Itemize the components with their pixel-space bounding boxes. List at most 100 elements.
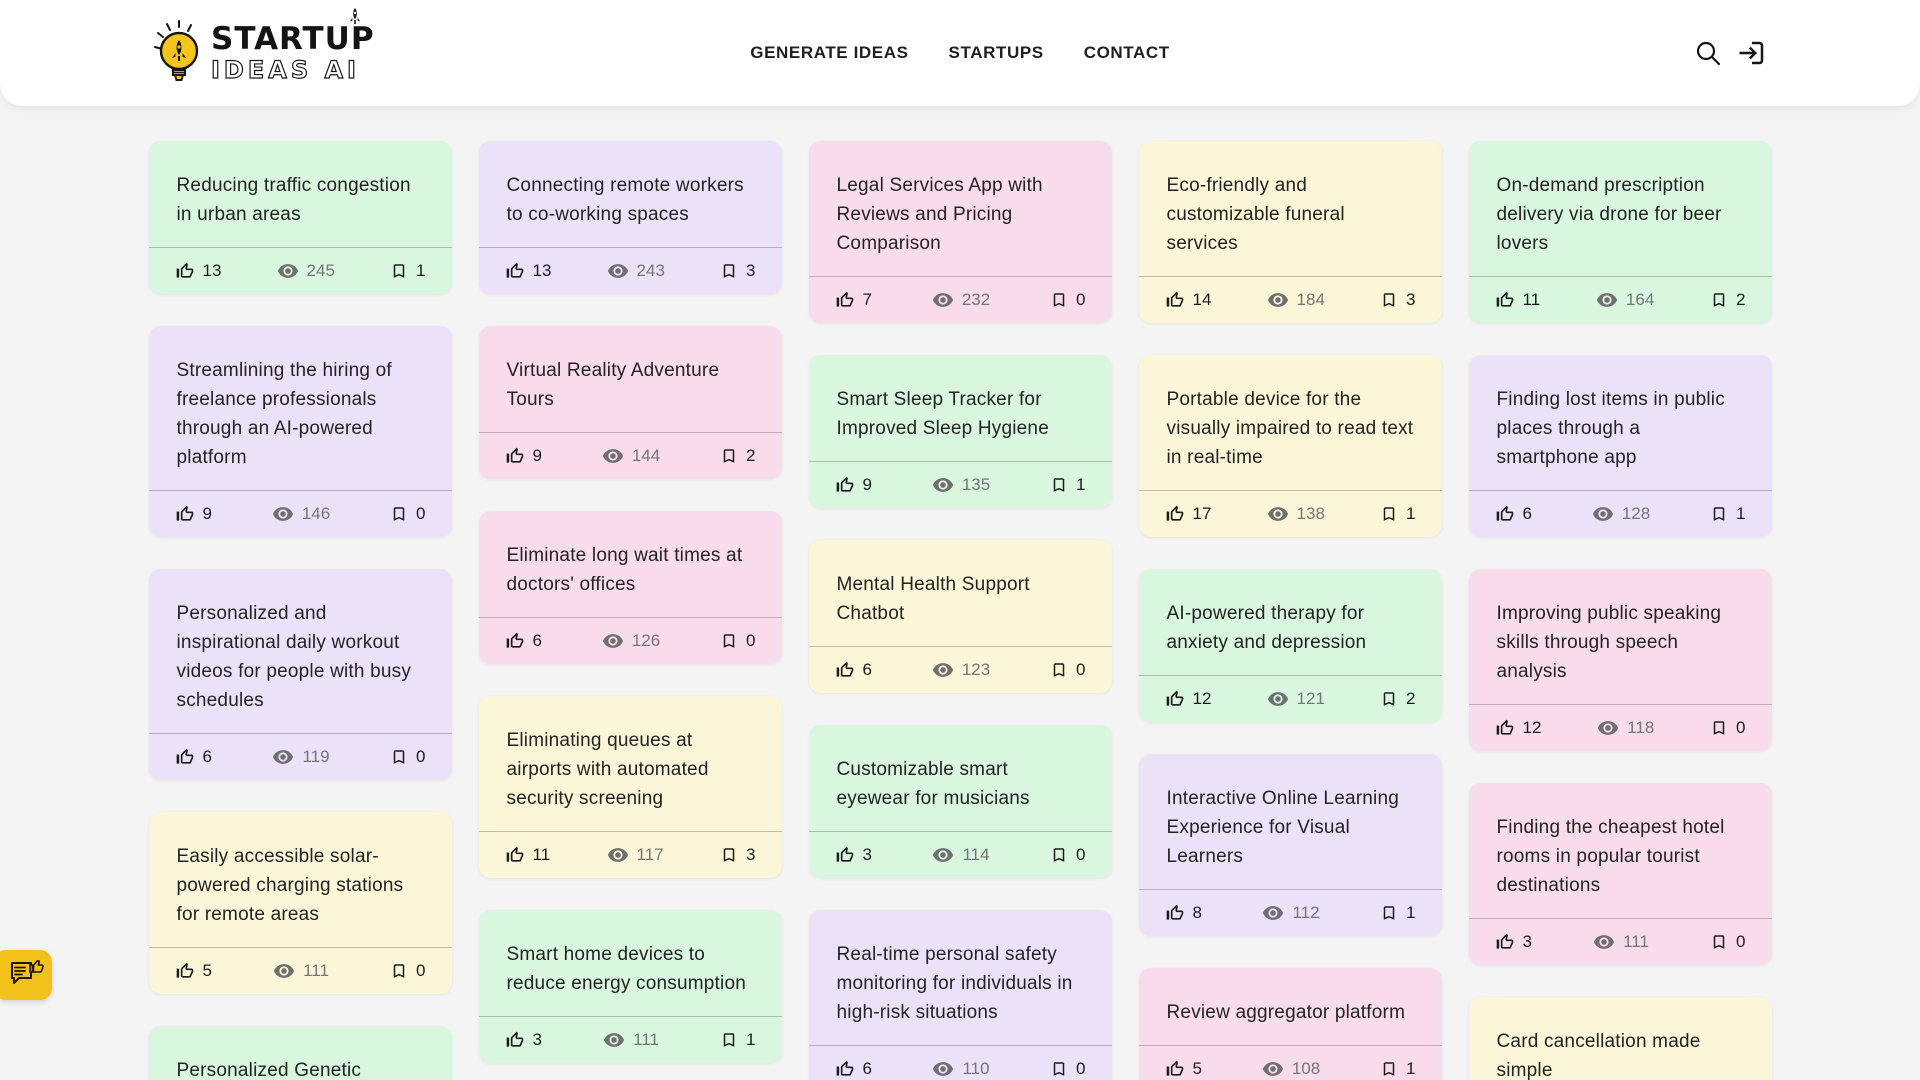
idea-card[interactable]: Eco-friendly and customizable funeral se… (1138, 141, 1442, 323)
views-count: 146 (301, 504, 331, 523)
likes-stat[interactable]: 6 (505, 631, 542, 651)
idea-card[interactable]: Smart Sleep Tracker for Improved Sleep H… (808, 355, 1112, 508)
bookmarks-stat[interactable]: 0 (1050, 1059, 1085, 1079)
bookmarks-stat[interactable]: 0 (1710, 718, 1746, 738)
eye-icon (607, 848, 628, 862)
bookmarks-stat[interactable]: 1 (1380, 903, 1415, 923)
feedback-button[interactable] (0, 950, 52, 1000)
views-count: 138 (1296, 504, 1325, 523)
idea-card[interactable]: Legal Services App with Reviews and Pric… (808, 141, 1112, 323)
idea-card[interactable]: Personalized and inspirational daily wor… (148, 569, 452, 780)
likes-stat[interactable]: 12 (1165, 689, 1211, 709)
views-stat: 243 (607, 260, 665, 282)
views-stat: 111 (603, 1029, 659, 1051)
likes-stat[interactable]: 11 (1495, 290, 1540, 310)
nav-generate-ideas[interactable]: GENERATE IDEAS (750, 43, 909, 62)
idea-card[interactable]: Card cancellation made simple 6 105 1 (1468, 997, 1772, 1080)
views-count: 135 (961, 475, 991, 494)
likes-stat[interactable]: 6 (835, 660, 872, 680)
site-header: STARTUP IDEAS AI GENERATE IDEAS STARTUPS… (0, 0, 1920, 106)
likes-stat[interactable]: 6 (1495, 504, 1532, 524)
bookmarks-count: 0 (1076, 660, 1086, 679)
bookmarks-count: 1 (1076, 475, 1086, 494)
bookmarks-stat[interactable]: 0 (1050, 845, 1085, 865)
idea-card[interactable]: Personalized Genetic Counseling for Heal… (148, 1026, 452, 1080)
bookmarks-stat[interactable]: 2 (720, 446, 756, 466)
likes-stat[interactable]: 6 (175, 747, 212, 767)
likes-stat[interactable]: 5 (1165, 1059, 1202, 1079)
idea-stats: 11 117 3 (478, 831, 782, 878)
views-stat: 138 (1267, 503, 1325, 525)
masonry-column: Eco-friendly and customizable funeral se… (1138, 141, 1442, 1080)
likes-stat[interactable]: 7 (835, 290, 872, 310)
idea-card[interactable]: Finding lost items in public places thro… (1468, 355, 1772, 537)
likes-stat[interactable]: 12 (1495, 718, 1541, 738)
bookmarks-stat[interactable]: 1 (1050, 475, 1086, 495)
bookmarks-stat[interactable]: 0 (1710, 932, 1746, 952)
idea-card[interactable]: Streamlining the hiring of freelance pro… (148, 326, 452, 537)
logo[interactable]: STARTUP IDEAS AI (153, 8, 375, 87)
bookmarks-stat[interactable]: 3 (720, 261, 755, 281)
idea-card[interactable]: Easily accessible solar-powered charging… (148, 812, 452, 994)
bookmarks-count: 0 (1736, 932, 1746, 951)
idea-card[interactable]: Smart home devices to reduce energy cons… (478, 910, 782, 1063)
idea-card[interactable]: Eliminating queues at airports with auto… (478, 696, 782, 878)
idea-card[interactable]: Finding the cheapest hotel rooms in popu… (1468, 783, 1772, 965)
idea-card[interactable]: Improving public speaking skills through… (1468, 569, 1772, 751)
likes-stat[interactable]: 3 (835, 845, 872, 865)
idea-card[interactable]: Interactive Online Learning Experience f… (1138, 754, 1442, 936)
bookmarks-stat[interactable]: 0 (390, 961, 426, 981)
idea-card[interactable]: On-demand prescription delivery via dron… (1468, 141, 1772, 323)
bookmarks-stat[interactable]: 1 (720, 1030, 756, 1050)
bookmarks-stat[interactable]: 3 (720, 845, 755, 865)
likes-stat[interactable]: 17 (1165, 504, 1211, 524)
idea-stats: 17 138 1 (1138, 490, 1442, 537)
likes-stat[interactable]: 9 (175, 504, 212, 524)
likes-stat[interactable]: 9 (505, 446, 542, 466)
bookmarks-stat[interactable]: 0 (720, 631, 756, 651)
bookmarks-stat[interactable]: 0 (390, 747, 425, 767)
idea-card[interactable]: Eliminate long wait times at doctors' of… (478, 511, 782, 664)
eye-icon (603, 1033, 625, 1047)
masonry-column: Legal Services App with Reviews and Pric… (808, 141, 1112, 1080)
likes-stat[interactable]: 9 (835, 475, 872, 495)
idea-title: Eco-friendly and customizable funeral se… (1166, 175, 1345, 254)
bookmarks-stat[interactable]: 0 (1050, 290, 1086, 310)
views-stat: 135 (932, 474, 990, 496)
views-count: 121 (1296, 689, 1325, 708)
likes-stat[interactable]: 3 (1495, 932, 1532, 952)
login-icon[interactable] (1737, 38, 1767, 68)
idea-card[interactable]: Portable device for the visually impaire… (1138, 355, 1442, 537)
eye-icon (1598, 721, 1619, 735)
bookmarks-stat[interactable]: 1 (390, 261, 425, 281)
likes-stat[interactable]: 6 (835, 1059, 872, 1079)
bookmarks-stat[interactable]: 0 (1050, 660, 1086, 680)
bookmarks-stat[interactable]: 1 (1380, 504, 1415, 524)
bookmarks-stat[interactable]: 0 (390, 504, 426, 524)
idea-card[interactable]: Connecting remote workers to co-working … (478, 141, 782, 294)
bookmarks-stat[interactable]: 2 (1710, 290, 1746, 310)
bookmarks-stat[interactable]: 3 (1380, 290, 1415, 310)
idea-card[interactable]: Virtual Reality Adventure Tours 9 144 2 (478, 326, 782, 479)
bookmarks-stat[interactable]: 1 (1710, 504, 1746, 524)
likes-stat[interactable]: 14 (1165, 290, 1211, 310)
thumbs-up-icon (1496, 505, 1513, 521)
idea-card[interactable]: Mental Health Support Chatbot 6 123 0 (808, 540, 1112, 693)
idea-card[interactable]: Customizable smart eyewear for musicians… (808, 725, 1112, 878)
likes-stat[interactable]: 13 (505, 261, 551, 281)
bookmarks-stat[interactable]: 2 (1380, 689, 1415, 709)
likes-stat[interactable]: 3 (505, 1030, 542, 1050)
bookmarks-stat[interactable]: 1 (1380, 1059, 1416, 1079)
search-icon[interactable] (1693, 38, 1723, 68)
nav-startups[interactable]: STARTUPS (948, 43, 1044, 62)
likes-stat[interactable]: 13 (175, 261, 221, 281)
likes-stat[interactable]: 5 (175, 961, 212, 981)
nav-contact[interactable]: CONTACT (1083, 43, 1170, 62)
idea-card[interactable]: Real-time personal safety monitoring for… (808, 910, 1112, 1080)
thumbs-up-icon (506, 1031, 523, 1047)
likes-stat[interactable]: 11 (505, 845, 550, 865)
idea-card[interactable]: AI-powered therapy for anxiety and depre… (1138, 569, 1442, 722)
idea-card[interactable]: Reducing traffic congestion in urban are… (148, 141, 452, 294)
idea-card[interactable]: Review aggregator platform 5 108 1 (1138, 968, 1442, 1080)
likes-stat[interactable]: 8 (1165, 903, 1202, 923)
